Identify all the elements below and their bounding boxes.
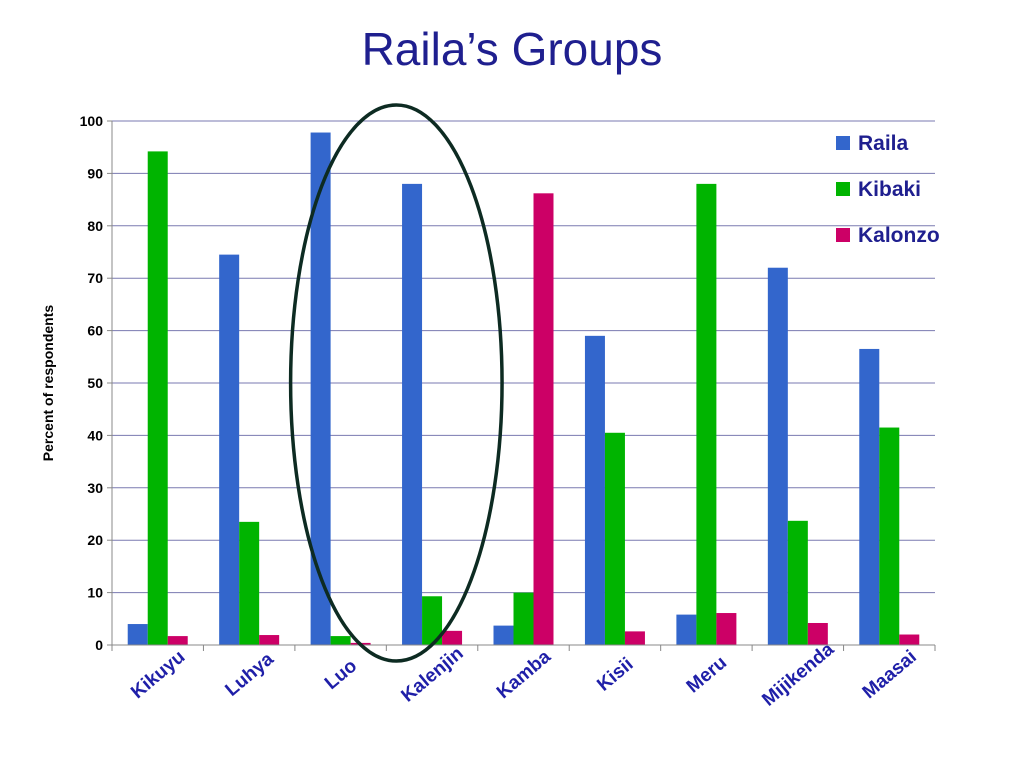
y-tick-label-0: 0 [95, 637, 103, 653]
x-tick-label-luhya: Luhya [221, 648, 278, 700]
x-axis-labels: Kikuyu Luhya Luo Kalenjin Kamba Kisii Meru Miji… [127, 639, 921, 711]
bar-kalonzo-mijikenda [807, 622, 828, 645]
bar-raila-kalenjin [402, 183, 423, 645]
bar-kibaki-kamba [513, 592, 534, 645]
bar-kibaki-maasai [879, 427, 900, 645]
legend: Raila Kibaki Kalonzo [836, 132, 940, 247]
y-tick-label-60: 60 [87, 323, 103, 339]
bar-kalonzo-meru [716, 613, 737, 645]
bars [127, 132, 920, 645]
x-tick-label-luo: Luo [321, 656, 361, 694]
x-tick-label-meru: Meru [683, 652, 731, 697]
x-tick-label-kikuyu: Kikuyu [127, 646, 189, 703]
bar-kibaki-kikuyu [147, 151, 168, 645]
x-axis [111, 644, 936, 651]
y-tick-label-50: 50 [87, 375, 103, 391]
y-tick-label-10: 10 [87, 585, 103, 601]
bar-kibaki-meru [696, 183, 717, 645]
bar-kibaki-mijikenda [787, 520, 808, 645]
y-tick-label-80: 80 [87, 218, 103, 234]
legend-swatch-kibaki [836, 182, 850, 196]
legend-label-kibaki: Kibaki [858, 178, 921, 201]
bar-raila-maasai [859, 348, 880, 645]
bar-kalonzo-luhya [259, 635, 280, 645]
bar-raila-kisii [584, 335, 605, 645]
legend-swatch-kalonzo [836, 228, 850, 242]
bar-kalonzo-kalenjin [442, 630, 463, 645]
chart-title: Raila’s Groups [361, 23, 663, 75]
y-tick-label-20: 20 [87, 532, 103, 548]
bar-kibaki-kisii [604, 432, 625, 645]
y-axis-ticks: 0 10 20 30 40 50 60 70 80 90 100 [80, 113, 113, 653]
bar-raila-meru [676, 614, 697, 645]
y-tick-label-30: 30 [87, 480, 103, 496]
bar-kibaki-kalenjin [422, 596, 443, 645]
bar-kibaki-luo [330, 636, 351, 645]
y-tick-label-40: 40 [87, 427, 103, 443]
legend-label-raila: Raila [858, 132, 909, 155]
y-axis-label: Percent of respondents [40, 305, 56, 462]
bar-raila-luo [310, 132, 331, 645]
bar-raila-luhya [219, 254, 240, 645]
bar-raila-kamba [493, 625, 514, 645]
bar-kalonzo-maasai [899, 634, 920, 645]
highlight-ellipse [288, 103, 504, 663]
bar-kalonzo-kamba [533, 193, 554, 645]
y-tick-label-90: 90 [87, 165, 103, 181]
bar-kalonzo-kisii [624, 631, 645, 645]
bar-kalonzo-kikuyu [167, 636, 188, 645]
gridlines [112, 120, 935, 594]
x-tick-label-maasai: Maasai [859, 646, 921, 703]
bar-raila-mijikenda [767, 267, 788, 645]
legend-label-kalonzo: Kalonzo [858, 224, 940, 247]
legend-swatch-raila [836, 136, 850, 150]
annotation [288, 103, 504, 663]
x-tick-label-kamba: Kamba [493, 646, 555, 703]
bar-raila-kikuyu [127, 624, 148, 645]
x-tick-label-kisii: Kisii [593, 654, 637, 696]
x-tick-label-mijikenda: Mijikenda [758, 639, 838, 711]
y-tick-label-100: 100 [80, 113, 104, 129]
x-tick-label-kalenjin: Kalenjin [397, 643, 467, 707]
y-tick-label-70: 70 [87, 270, 103, 286]
bar-kibaki-luhya [239, 521, 260, 645]
